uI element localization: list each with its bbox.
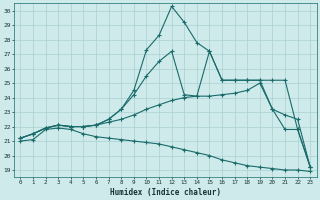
X-axis label: Humidex (Indice chaleur): Humidex (Indice chaleur) xyxy=(110,188,221,197)
